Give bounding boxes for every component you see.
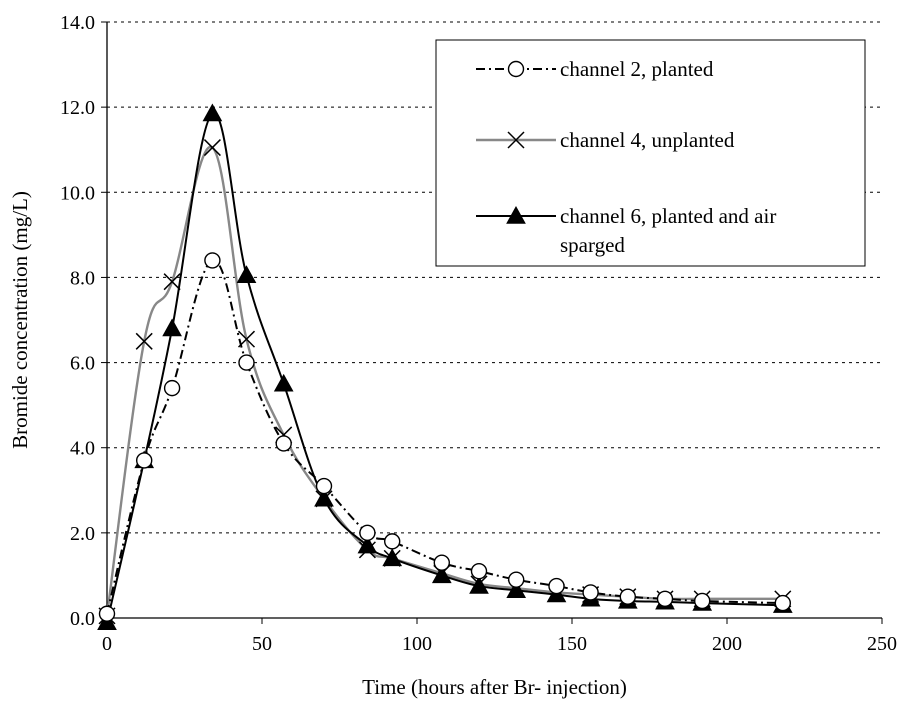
data-point bbox=[315, 477, 333, 495]
data-point bbox=[275, 435, 292, 452]
data-point bbox=[433, 554, 450, 571]
y-tick-label: 4.0 bbox=[70, 438, 95, 460]
x-tick-label: 250 bbox=[867, 633, 897, 655]
data-point bbox=[619, 588, 636, 605]
legend-entries: channel 2, planted channel 4, unplanted ch… bbox=[476, 57, 776, 257]
series-layer bbox=[97, 103, 793, 630]
y-tick-label: 6.0 bbox=[70, 353, 95, 375]
data-point bbox=[204, 252, 221, 269]
x-tick-label: 150 bbox=[557, 633, 587, 655]
data-point bbox=[162, 318, 182, 337]
data-point bbox=[238, 354, 255, 371]
legend-label: channel 6, planted and air bbox=[560, 204, 776, 228]
x-axis-title: Time (hours after Br- injection) bbox=[362, 675, 627, 699]
data-point bbox=[203, 139, 221, 157]
legend-marker bbox=[507, 60, 525, 78]
data-point bbox=[469, 576, 489, 594]
legend-marker bbox=[507, 131, 525, 149]
data-point bbox=[431, 565, 452, 584]
y-tick-label: 14.0 bbox=[60, 12, 95, 34]
data-point bbox=[359, 524, 376, 542]
legend-label: channel 2, planted bbox=[560, 57, 714, 81]
data-point bbox=[163, 379, 181, 397]
data-point bbox=[202, 103, 223, 122]
data-point bbox=[656, 590, 674, 608]
data-point bbox=[236, 265, 257, 283]
data-point bbox=[135, 452, 153, 469]
data-point bbox=[237, 330, 256, 348]
data-point bbox=[98, 605, 116, 622]
y-tick-label: 10.0 bbox=[60, 182, 95, 204]
y-axis-title: Bromide concentration (mg/L) bbox=[8, 191, 32, 449]
x-tick-label: 50 bbox=[252, 633, 272, 655]
legend: channel 2, planted channel 4, unplanted ch… bbox=[435, 39, 866, 267]
series-line-1 bbox=[106, 259, 783, 614]
data-point bbox=[694, 592, 711, 610]
x-tick-label: 100 bbox=[402, 633, 432, 655]
data-point bbox=[273, 373, 294, 392]
data-point bbox=[582, 584, 599, 601]
x-tick-label: 200 bbox=[712, 633, 742, 655]
y-tick-label: 2.0 bbox=[70, 523, 95, 545]
data-point bbox=[508, 571, 525, 588]
data-point bbox=[135, 332, 153, 350]
data-point bbox=[382, 548, 403, 567]
tick-labels: 0.0 2.0 4.0 6.0 8.0 10.0 12.0 14.0 0 50 100 150 200 2… bbox=[60, 12, 897, 655]
legend-box bbox=[435, 39, 866, 267]
y-tick-label: 8.0 bbox=[70, 267, 95, 289]
legend-entry-1: channel 2, planted bbox=[476, 57, 714, 81]
data-point bbox=[384, 533, 401, 550]
data-point bbox=[470, 562, 488, 580]
data-point bbox=[506, 580, 527, 599]
data-point bbox=[314, 488, 334, 507]
y-tick-label: 0.0 bbox=[70, 608, 95, 630]
legend-label: sparged bbox=[560, 233, 625, 257]
legend-entry-3: channel 6, planted and air sparged bbox=[476, 204, 776, 257]
legend-label: channel 4, unplanted bbox=[560, 128, 735, 152]
series-markers-1 bbox=[98, 252, 791, 622]
data-point bbox=[774, 594, 791, 612]
data-point bbox=[548, 577, 565, 595]
data-point bbox=[163, 273, 181, 291]
legend-entry-2: channel 4, unplanted bbox=[476, 128, 735, 152]
data-point bbox=[357, 535, 378, 554]
legend-marker bbox=[506, 205, 526, 224]
x-tick-label: 0 bbox=[102, 633, 112, 655]
y-tick-label: 12.0 bbox=[60, 97, 95, 119]
